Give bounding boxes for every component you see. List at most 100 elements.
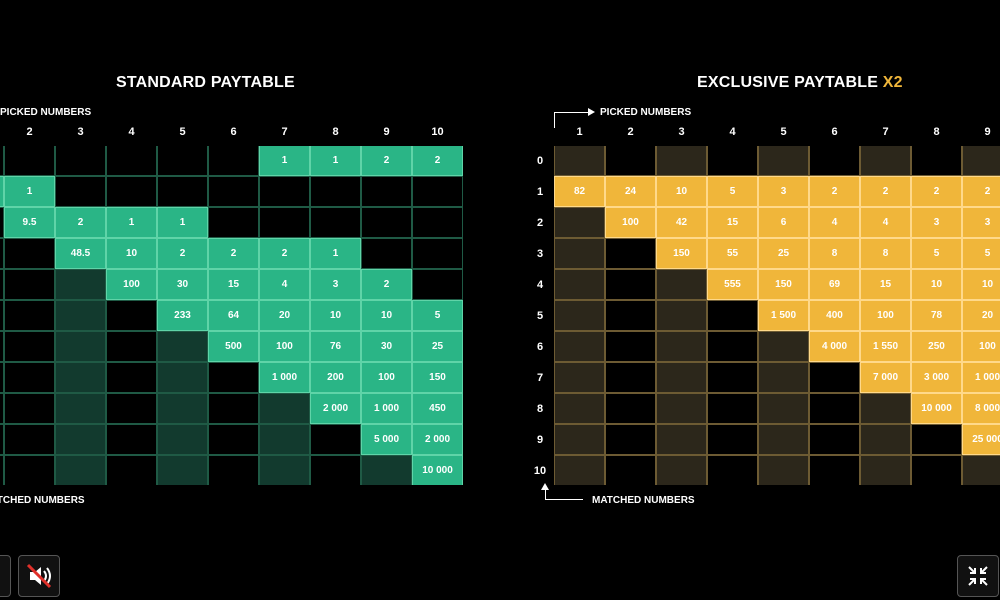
standard-cell bbox=[0, 238, 4, 269]
standard-cell: 3 bbox=[310, 269, 361, 300]
exclusive-cell bbox=[605, 331, 656, 362]
exclusive-cell bbox=[605, 424, 656, 455]
standard-cell bbox=[4, 455, 55, 485]
standard-cell bbox=[208, 176, 259, 207]
exclusive-matched-row-label: 7 bbox=[536, 372, 544, 384]
standard-cell: 10 bbox=[361, 300, 412, 331]
exclusive-cell bbox=[809, 424, 860, 455]
standard-paytable-grid: 1122319.521148.5102221100301543223364201… bbox=[0, 146, 464, 485]
standard-cell bbox=[361, 207, 412, 238]
standard-cell: 100 bbox=[259, 331, 310, 362]
standard-cell: 76 bbox=[310, 331, 361, 362]
exclusive-cell bbox=[605, 362, 656, 393]
standard-cell bbox=[208, 207, 259, 238]
exclusive-cell bbox=[758, 146, 809, 176]
exclusive-cell bbox=[554, 207, 605, 238]
exclusive-picked-header: 9 bbox=[984, 126, 991, 138]
exclusive-cell: 42 bbox=[656, 207, 707, 238]
exclusive-cell bbox=[554, 269, 605, 300]
matched-arrow-line bbox=[545, 499, 583, 500]
standard-cell bbox=[106, 146, 157, 176]
standard-cell bbox=[412, 269, 463, 300]
standard-cell bbox=[208, 424, 259, 455]
standard-cell bbox=[4, 146, 55, 176]
exclusive-cell: 20 bbox=[962, 300, 1000, 331]
exclusive-cell: 8 000 bbox=[962, 393, 1000, 424]
standard-cell bbox=[208, 362, 259, 393]
standard-cell bbox=[106, 176, 157, 207]
standard-cell: 1 bbox=[106, 207, 157, 238]
standard-cell bbox=[0, 424, 4, 455]
exclusive-cell: 8 bbox=[860, 238, 911, 269]
standard-cell: 64 bbox=[208, 300, 259, 331]
standard-cell: 1 bbox=[310, 146, 361, 176]
standard-cell bbox=[106, 362, 157, 393]
exclusive-cell bbox=[554, 331, 605, 362]
exclusive-matched-row-label: 5 bbox=[536, 310, 544, 322]
standard-cell: 30 bbox=[157, 269, 208, 300]
exclusive-cell bbox=[809, 393, 860, 424]
exclusive-matched-label: MATCHED NUMBERS bbox=[592, 495, 695, 506]
exclusive-cell: 100 bbox=[962, 331, 1000, 362]
exclusive-cell bbox=[656, 362, 707, 393]
standard-cell bbox=[208, 393, 259, 424]
exclusive-cell bbox=[707, 146, 758, 176]
exclusive-cell: 78 bbox=[911, 300, 962, 331]
exclusive-cell bbox=[911, 455, 962, 485]
exclusive-cell bbox=[707, 300, 758, 331]
exclusive-cell: 400 bbox=[809, 300, 860, 331]
exclusive-cell: 82 bbox=[554, 176, 605, 207]
standard-cell: 2 000 bbox=[412, 424, 463, 455]
exclusive-cell bbox=[554, 393, 605, 424]
standard-cell bbox=[157, 362, 208, 393]
mute-button[interactable] bbox=[18, 555, 60, 597]
exclusive-cell bbox=[962, 146, 1000, 176]
standard-cell bbox=[310, 424, 361, 455]
standard-cell bbox=[208, 455, 259, 485]
standard-cell: 2 bbox=[361, 269, 412, 300]
standard-cell: 1 bbox=[157, 207, 208, 238]
exclusive-cell bbox=[605, 269, 656, 300]
exclusive-cell: 3 bbox=[911, 207, 962, 238]
exclusive-cell bbox=[707, 424, 758, 455]
standard-cell bbox=[55, 393, 106, 424]
exclusive-cell: 3 000 bbox=[911, 362, 962, 393]
exclusive-matched-row-label: 4 bbox=[536, 279, 544, 291]
exclusive-cell bbox=[656, 393, 707, 424]
standard-cell: 4 bbox=[259, 269, 310, 300]
standard-cell bbox=[0, 207, 4, 238]
exclusive-cell: 1 500 bbox=[758, 300, 809, 331]
left-edge-button[interactable] bbox=[0, 555, 11, 597]
standard-cell: 15 bbox=[208, 269, 259, 300]
standard-cell bbox=[361, 176, 412, 207]
exclusive-cell: 4 bbox=[809, 207, 860, 238]
exclusive-cell bbox=[758, 424, 809, 455]
exclusive-cell bbox=[656, 455, 707, 485]
exclusive-cell: 8 bbox=[809, 238, 860, 269]
exclusive-cell bbox=[554, 455, 605, 485]
exclusive-cell bbox=[911, 424, 962, 455]
exclusive-cell: 3 bbox=[758, 176, 809, 207]
standard-cell bbox=[310, 455, 361, 485]
exclusive-cell: 150 bbox=[656, 238, 707, 269]
exclusive-cell bbox=[605, 300, 656, 331]
standard-cell: 20 bbox=[259, 300, 310, 331]
standard-cell bbox=[310, 176, 361, 207]
collapse-button[interactable] bbox=[957, 555, 999, 597]
exclusive-cell: 1 000 bbox=[962, 362, 1000, 393]
exclusive-picked-header: 4 bbox=[729, 126, 736, 138]
standard-cell bbox=[106, 300, 157, 331]
standard-cell bbox=[4, 424, 55, 455]
standard-cell: 2 bbox=[361, 146, 412, 176]
collapse-arrows-icon bbox=[968, 566, 988, 586]
standard-cell: 2 bbox=[259, 238, 310, 269]
standard-paytable-title: STANDARD PAYTABLE bbox=[116, 74, 295, 91]
standard-cell bbox=[0, 455, 4, 485]
standard-picked-header: 7 bbox=[281, 126, 288, 138]
exclusive-cell bbox=[911, 146, 962, 176]
standard-cell bbox=[157, 455, 208, 485]
standard-cell bbox=[0, 362, 4, 393]
exclusive-cell: 6 bbox=[758, 207, 809, 238]
standard-picked-header: 2 bbox=[26, 126, 33, 138]
standard-cell: 3 bbox=[0, 176, 4, 207]
